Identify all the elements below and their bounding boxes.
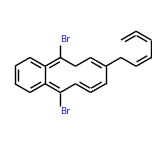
Text: Br: Br xyxy=(60,35,70,43)
Text: Br: Br xyxy=(60,107,70,116)
